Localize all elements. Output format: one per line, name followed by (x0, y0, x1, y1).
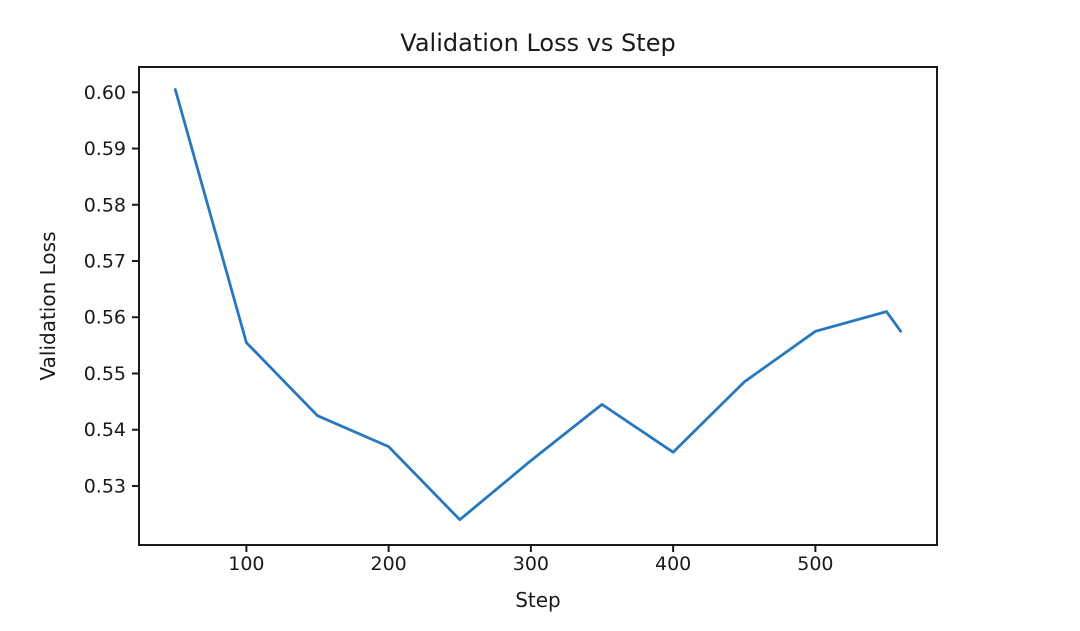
axes-spines (138, 66, 938, 546)
chart-title: Validation Loss vs Step (400, 29, 676, 57)
y-tick-label: 0.60 (84, 82, 126, 104)
y-tick-label: 0.56 (84, 307, 126, 329)
x-tick-label: 400 (655, 553, 691, 575)
x-tick-label: 100 (228, 553, 264, 575)
x-tick-label: 500 (797, 553, 833, 575)
y-tick-label: 0.58 (84, 194, 126, 216)
y-tick-label: 0.53 (84, 475, 126, 497)
y-axis-label: Validation Loss (36, 231, 60, 381)
loss-line (173, 88, 903, 522)
y-tick-label: 0.57 (84, 251, 126, 273)
x-tick-label: 300 (513, 553, 549, 575)
y-tick-label: 0.54 (84, 419, 126, 441)
y-tick-label: 0.55 (84, 363, 126, 385)
y-tick-label: 0.59 (84, 138, 126, 160)
x-axis-label: Step (515, 588, 561, 612)
x-tick-label: 200 (371, 553, 407, 575)
